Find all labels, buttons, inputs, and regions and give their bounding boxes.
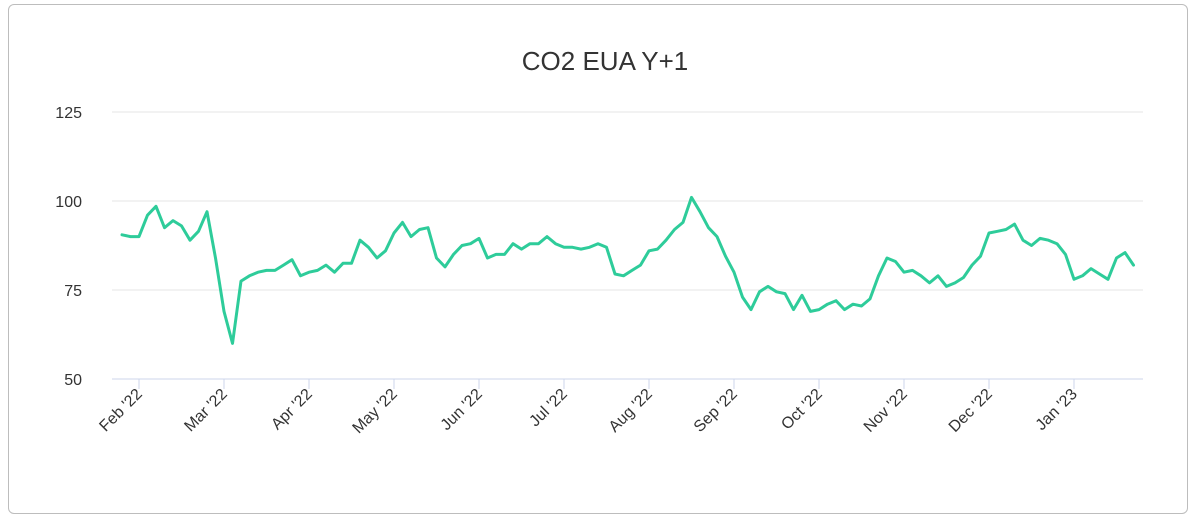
x-tick-label: Apr '22	[268, 386, 316, 434]
x-tick-label: Jan '23	[1033, 386, 1081, 434]
x-tick-label: Feb '22	[96, 386, 145, 435]
x-tick-label: May '22	[350, 386, 401, 437]
y-tick-label: 100	[55, 194, 82, 211]
y-tick-label: 125	[55, 105, 82, 122]
x-tick-label: Nov '22	[861, 386, 911, 436]
x-tick-label: Sep '22	[691, 386, 741, 436]
x-tick-label: Jul '22	[526, 386, 570, 430]
data-line	[120, 195, 1135, 345]
page: CO2 EUA Y+1 50 75 100 125 Feb '22 Mar '22 Apr …	[8, 4, 1188, 514]
x-tick-label: Mar '22	[181, 386, 230, 435]
x-tick-label: Dec '22	[946, 386, 996, 436]
x-tick-label: Oct '22	[778, 386, 826, 434]
x-tick-label: Aug '22	[606, 386, 656, 436]
chart-title: CO2 EUA Y+1	[522, 46, 688, 76]
y-tick-label: 75	[64, 283, 82, 300]
chart: CO2 EUA Y+1 50 75 100 125 Feb '22 Mar '22 Apr …	[55, 46, 1143, 437]
x-tick-label: Jun '22	[438, 386, 486, 434]
y-tick-label: 50	[64, 372, 82, 389]
